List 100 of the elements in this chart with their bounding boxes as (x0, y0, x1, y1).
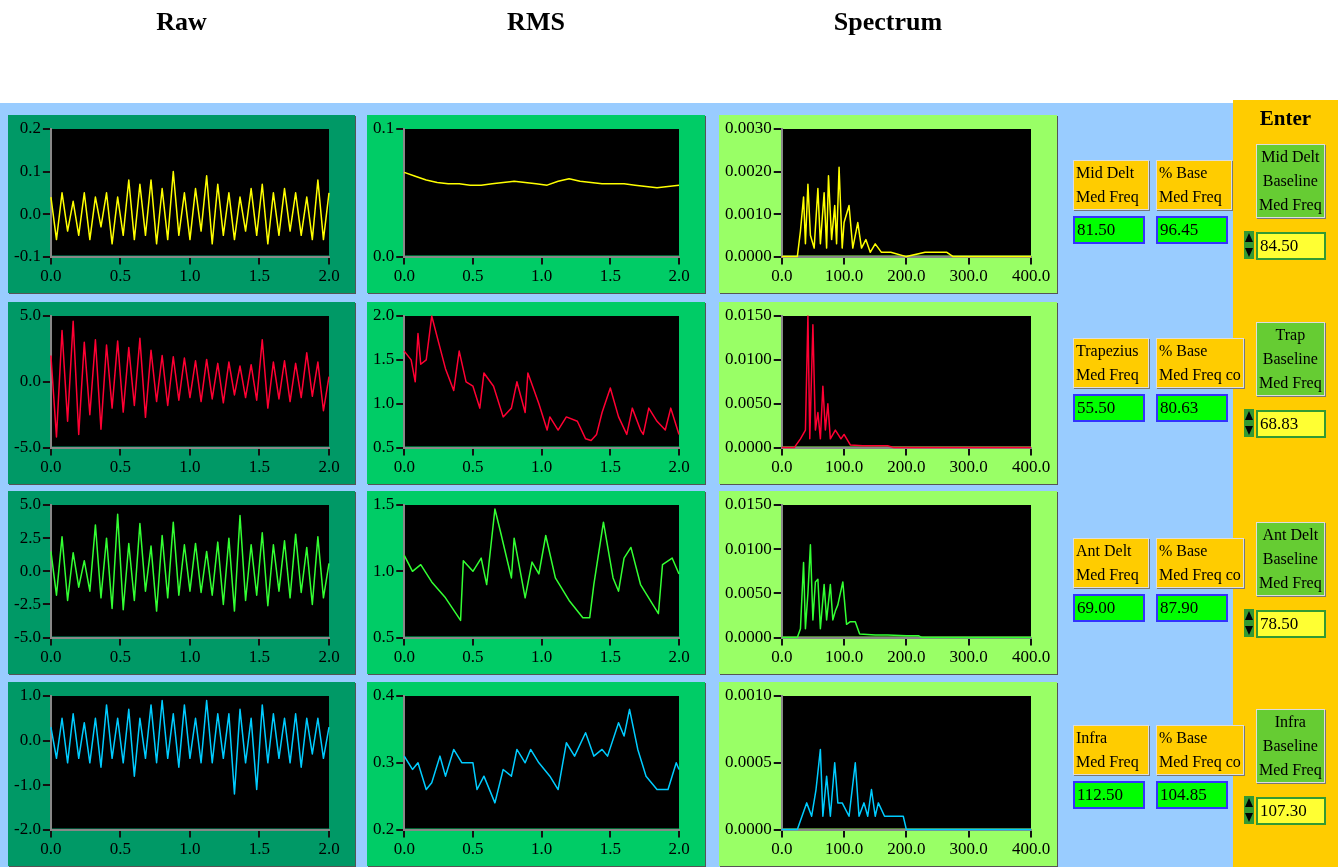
text: 80.63 (1156, 394, 1228, 422)
y-tick-label: 0.5 (373, 437, 395, 457)
x-tick-label: 0.0 (393, 457, 415, 477)
x-tick-label: 1.5 (248, 266, 271, 286)
y-tick-label: 0.0020 (725, 161, 772, 180)
text: 81.50 (1073, 216, 1145, 244)
y-tick-label: 0.0150 (725, 494, 772, 514)
text: Infra Baseline Med Freq (1256, 709, 1325, 783)
y-tick-label: 0.0100 (725, 349, 772, 369)
x-tick-label: 1.0 (179, 647, 201, 667)
chart-title: RMS (506, 7, 566, 37)
y-tick-label: 5.0 (19, 494, 41, 514)
x-tick-label: 200.0 (887, 457, 926, 477)
x-tick-label: 2.0 (668, 266, 690, 286)
text: Mid Delt Baseline Med Freq (1256, 144, 1325, 218)
x-tick-label: 0.0 (771, 457, 793, 477)
x-tick-label: 300.0 (949, 839, 988, 859)
x-tick-label: 1.0 (531, 647, 553, 667)
x-tick-label: 1.0 (179, 457, 201, 477)
y-tick-label: 2.0 (373, 305, 395, 325)
y-tick-label: 0.0 (373, 246, 395, 266)
y-tick-label: 1.5 (373, 494, 395, 514)
y-tick-label: 1.0 (373, 560, 395, 580)
x-tick-label: 2.0 (318, 266, 340, 286)
x-tick-label: 2.0 (668, 457, 690, 477)
text: % Base Med Freq co (1156, 338, 1244, 388)
x-tick-label: 1.5 (599, 839, 621, 859)
x-tick-label: 0.0 (393, 266, 415, 286)
x-tick-label: 300.0 (949, 647, 988, 667)
y-tick-label: 0.3 (373, 752, 395, 772)
x-tick-label: 400.0 (1011, 266, 1051, 286)
y-tick-label: -0.1 (13, 246, 41, 266)
y-tick-label: 0.0 (19, 560, 41, 580)
x-tick-label: 1.0 (531, 839, 553, 859)
y-tick-label: 0.0050 (725, 582, 772, 602)
x-tick-label: 1.5 (248, 457, 271, 477)
text: % Base Med Freq (1156, 160, 1232, 210)
y-tick-label: 1.0 (373, 393, 395, 413)
x-tick-label: 2.0 (668, 647, 690, 667)
x-tick-label: 1.0 (531, 266, 553, 286)
x-tick-label: 2.0 (668, 839, 690, 859)
x-tick-label: 0.0 (393, 839, 415, 859)
x-tick-label: 100.0 (824, 839, 864, 859)
y-tick-label: 0.1 (19, 161, 41, 180)
y-tick-label: 0.2 (373, 819, 395, 839)
text: 55.50 (1073, 394, 1145, 422)
y-tick-label: 0.4 (373, 685, 395, 705)
y-tick-label: 0.0 (19, 203, 41, 223)
x-tick-label: 0.0 (40, 266, 62, 286)
x-tick-label: 0.5 (462, 839, 484, 859)
text: 96.45 (1156, 216, 1228, 244)
y-tick-label: 0.0000 (725, 627, 772, 647)
y-tick-label: 0.0000 (725, 437, 772, 457)
x-tick-label: 1.0 (531, 457, 553, 477)
y-tick-label: 0.0100 (725, 538, 772, 558)
y-tick-label: 1.0 (19, 685, 41, 705)
x-tick-label: 0.0 (771, 839, 793, 859)
x-tick-label: 0.5 (109, 839, 132, 859)
y-tick-label: 0.0005 (725, 752, 772, 772)
text: Trapezius Med Freq (1073, 338, 1149, 388)
y-tick-label: 1.5 (373, 349, 395, 369)
x-tick-label: 0.5 (462, 457, 484, 477)
x-tick-label: 200.0 (887, 647, 926, 667)
y-tick-label: 0.1 (373, 118, 395, 138)
x-tick-label: 2.0 (318, 457, 340, 477)
x-tick-label: 0.0 (771, 266, 793, 286)
y-tick-label: 0.0000 (725, 819, 772, 839)
text: 87.90 (1156, 594, 1228, 622)
y-tick-label: 0.2 (19, 118, 41, 138)
x-tick-label: 100.0 (824, 266, 864, 286)
x-tick-label: 1.0 (179, 266, 201, 286)
y-tick-label: 0.0010 (725, 685, 772, 705)
text: Infra Med Freq (1073, 725, 1149, 775)
x-tick-label: 100.0 (824, 647, 864, 667)
y-tick-label: 0.5 (373, 627, 395, 647)
y-tick-label: -2.0 (13, 819, 41, 839)
x-tick-label: 0.5 (109, 266, 132, 286)
text: 112.50 (1073, 781, 1145, 809)
y-tick-label: 0.0000 (725, 246, 772, 266)
text: 107.30 (1256, 797, 1326, 825)
text: % Base Med Freq co (1156, 538, 1244, 588)
x-tick-label: 0.0 (40, 647, 62, 667)
text: Ant Delt Med Freq (1073, 538, 1149, 588)
text: Mid Delt Med Freq (1073, 160, 1149, 210)
x-tick-label: 2.0 (318, 839, 340, 859)
text: 104.85 (1156, 781, 1228, 809)
x-tick-label: 2.0 (318, 647, 340, 667)
x-tick-label: 0.0 (771, 647, 793, 667)
x-tick-label: 0.5 (109, 457, 132, 477)
chart-title: Raw (155, 7, 208, 37)
y-tick-label: 0.0150 (725, 305, 772, 325)
y-tick-label: 0.0 (19, 371, 41, 391)
x-tick-label: 0.0 (40, 839, 62, 859)
x-tick-label: 0.5 (462, 647, 484, 667)
x-tick-label: 1.5 (599, 266, 621, 286)
text: Ant Delt Baseline Med Freq (1256, 522, 1325, 596)
x-tick-label: 400.0 (1011, 647, 1051, 667)
y-tick-label: 0.0 (19, 730, 41, 749)
x-tick-label: 1.0 (179, 839, 201, 859)
x-tick-label: 0.5 (109, 647, 132, 667)
